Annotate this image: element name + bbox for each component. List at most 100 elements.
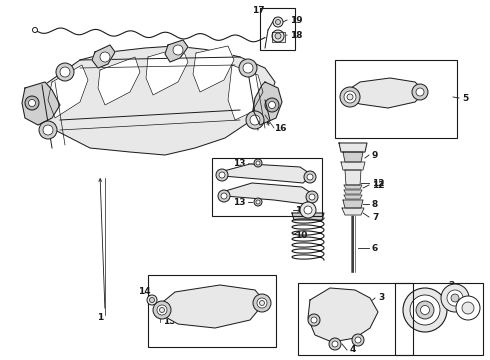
Text: 4: 4: [350, 346, 356, 355]
Circle shape: [273, 17, 283, 27]
Circle shape: [60, 67, 70, 77]
Circle shape: [246, 111, 264, 129]
Text: 13: 13: [233, 158, 245, 167]
Circle shape: [300, 202, 316, 218]
Circle shape: [157, 305, 167, 315]
Circle shape: [32, 27, 38, 32]
Text: 16: 16: [274, 123, 287, 132]
Circle shape: [410, 295, 440, 325]
Circle shape: [329, 338, 341, 350]
Polygon shape: [222, 183, 314, 204]
Circle shape: [441, 284, 469, 312]
Polygon shape: [98, 57, 140, 105]
Bar: [298, 283, 413, 355]
Circle shape: [160, 307, 165, 312]
Circle shape: [250, 115, 260, 125]
Text: 3: 3: [378, 293, 384, 302]
Polygon shape: [28, 46, 275, 155]
Polygon shape: [344, 195, 362, 199]
Circle shape: [257, 298, 267, 308]
Polygon shape: [345, 170, 361, 185]
Circle shape: [447, 290, 463, 306]
Circle shape: [311, 317, 317, 323]
Circle shape: [332, 341, 338, 347]
Circle shape: [39, 121, 57, 139]
Circle shape: [269, 102, 275, 108]
Circle shape: [416, 88, 424, 96]
Polygon shape: [342, 208, 364, 215]
Polygon shape: [193, 46, 234, 92]
Circle shape: [304, 171, 316, 183]
Text: 14: 14: [138, 288, 150, 297]
Text: 1: 1: [97, 314, 103, 323]
Text: 19: 19: [290, 15, 303, 24]
Circle shape: [420, 306, 430, 315]
Text: 10: 10: [295, 230, 307, 239]
Circle shape: [265, 98, 279, 112]
Circle shape: [153, 301, 171, 319]
Polygon shape: [228, 65, 263, 120]
Bar: [395, 283, 483, 355]
Circle shape: [25, 96, 39, 110]
Polygon shape: [92, 45, 115, 68]
Bar: [148, 275, 276, 347]
Polygon shape: [343, 152, 363, 162]
Circle shape: [306, 191, 318, 203]
Bar: [260, 8, 295, 50]
Polygon shape: [22, 82, 60, 125]
Text: 11: 11: [295, 206, 308, 215]
Polygon shape: [272, 32, 285, 42]
Text: 2: 2: [448, 282, 454, 291]
Polygon shape: [345, 78, 425, 108]
Circle shape: [309, 194, 315, 200]
Circle shape: [239, 59, 257, 77]
Circle shape: [340, 87, 360, 107]
Text: 17: 17: [252, 5, 265, 14]
Polygon shape: [253, 82, 282, 125]
Polygon shape: [165, 40, 188, 62]
Polygon shape: [343, 200, 363, 208]
Polygon shape: [48, 65, 88, 118]
Text: 5: 5: [462, 94, 468, 103]
Circle shape: [412, 84, 428, 100]
Circle shape: [416, 301, 434, 319]
Bar: [335, 60, 457, 138]
Circle shape: [304, 206, 312, 214]
Circle shape: [256, 161, 260, 165]
Text: 7: 7: [372, 212, 378, 221]
Circle shape: [403, 288, 447, 332]
Circle shape: [344, 91, 356, 103]
Circle shape: [275, 19, 280, 24]
Text: 12: 12: [372, 180, 385, 189]
Polygon shape: [292, 213, 324, 220]
Text: 12: 12: [372, 179, 385, 188]
Circle shape: [43, 125, 53, 135]
Polygon shape: [341, 162, 365, 170]
Circle shape: [347, 94, 353, 100]
Circle shape: [219, 172, 225, 178]
Circle shape: [256, 200, 260, 204]
Circle shape: [173, 45, 183, 55]
Polygon shape: [146, 47, 188, 95]
Circle shape: [307, 174, 313, 180]
Circle shape: [451, 294, 459, 302]
Circle shape: [243, 63, 253, 73]
Circle shape: [221, 193, 227, 199]
Circle shape: [28, 99, 35, 107]
Polygon shape: [308, 288, 378, 342]
Circle shape: [218, 190, 230, 202]
Circle shape: [260, 301, 265, 306]
Circle shape: [56, 63, 74, 81]
Text: 6: 6: [372, 243, 378, 252]
Circle shape: [216, 169, 228, 181]
Bar: [212, 158, 322, 216]
Text: 18: 18: [290, 31, 302, 40]
Polygon shape: [339, 143, 367, 152]
Circle shape: [253, 294, 271, 312]
Polygon shape: [158, 285, 265, 328]
Circle shape: [308, 314, 320, 326]
Circle shape: [355, 337, 361, 343]
Text: 13: 13: [233, 198, 245, 207]
Text: 15: 15: [163, 318, 175, 327]
Circle shape: [456, 296, 480, 320]
